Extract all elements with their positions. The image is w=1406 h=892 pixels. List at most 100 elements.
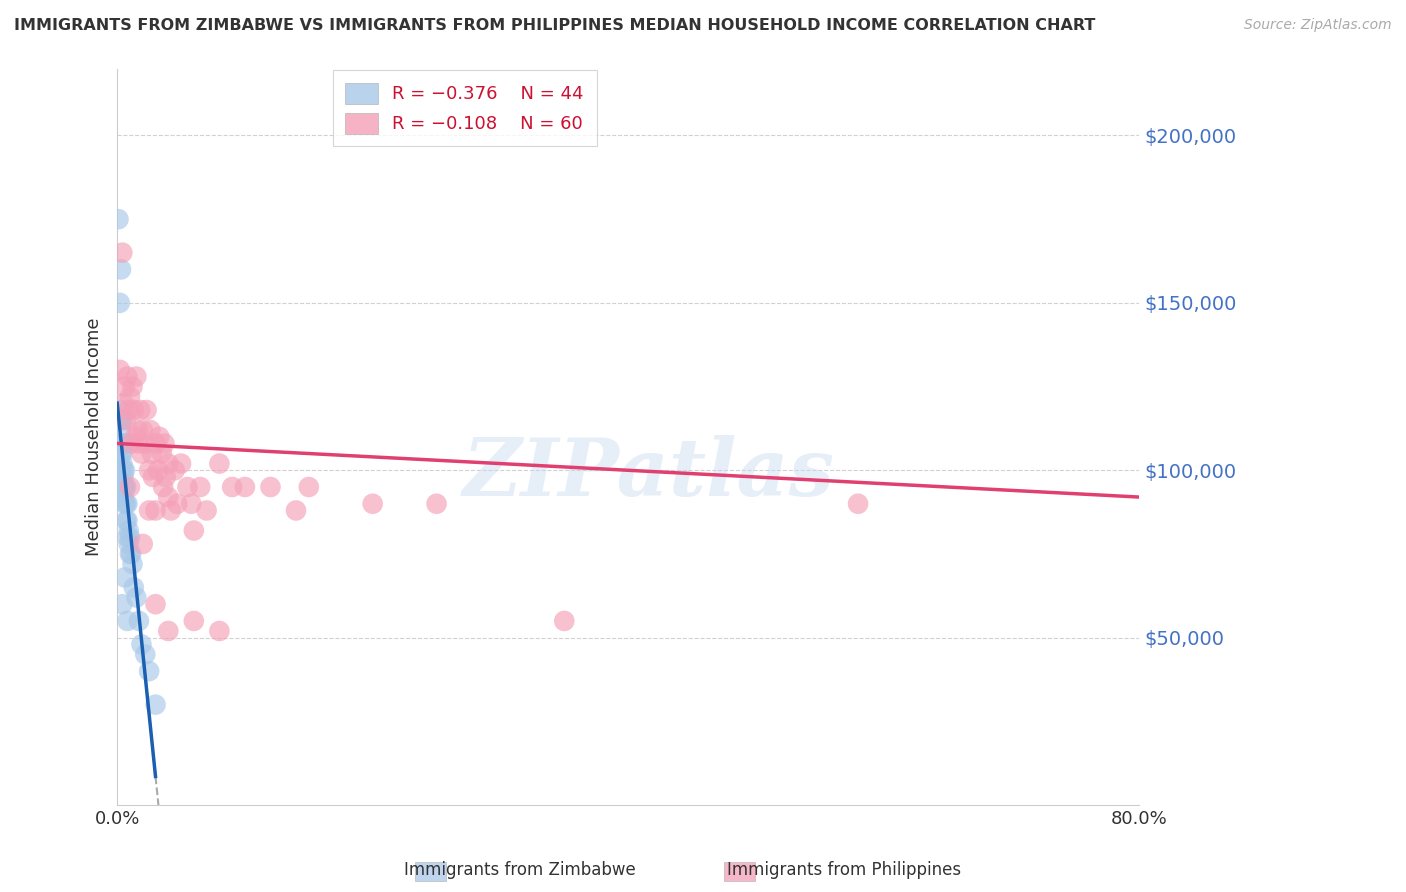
Point bbox=[180, 497, 202, 511]
Point bbox=[111, 597, 134, 611]
Text: Immigrants from Zimbabwe: Immigrants from Zimbabwe bbox=[405, 861, 636, 879]
Point bbox=[110, 463, 132, 477]
Point bbox=[132, 423, 155, 437]
Point bbox=[135, 403, 157, 417]
Point bbox=[221, 480, 243, 494]
Point bbox=[117, 614, 139, 628]
Point bbox=[131, 446, 153, 460]
Point bbox=[141, 446, 163, 460]
Point bbox=[112, 480, 135, 494]
Point bbox=[138, 664, 160, 678]
Point bbox=[108, 413, 131, 427]
Point bbox=[125, 369, 148, 384]
Point bbox=[122, 581, 145, 595]
Text: Immigrants from Philippines: Immigrants from Philippines bbox=[727, 861, 960, 879]
Point bbox=[138, 503, 160, 517]
Point bbox=[259, 480, 281, 494]
Point bbox=[114, 436, 136, 450]
Point bbox=[125, 591, 148, 605]
Point bbox=[120, 436, 142, 450]
Point bbox=[121, 379, 143, 393]
Point bbox=[114, 497, 136, 511]
Point bbox=[118, 524, 141, 538]
Point bbox=[115, 480, 138, 494]
Point bbox=[112, 490, 135, 504]
Point bbox=[110, 446, 132, 460]
Point bbox=[111, 245, 134, 260]
Point bbox=[111, 446, 134, 460]
Point bbox=[128, 614, 150, 628]
Point bbox=[132, 537, 155, 551]
Point bbox=[110, 436, 132, 450]
Point bbox=[183, 614, 205, 628]
Point bbox=[115, 413, 138, 427]
Point bbox=[118, 547, 141, 561]
Point bbox=[108, 403, 131, 417]
Point bbox=[425, 497, 447, 511]
Point bbox=[134, 648, 156, 662]
Point bbox=[166, 497, 188, 511]
Point bbox=[118, 403, 141, 417]
Point bbox=[129, 403, 152, 417]
Point bbox=[114, 463, 136, 477]
Point bbox=[122, 403, 145, 417]
Point bbox=[157, 457, 180, 471]
Point bbox=[118, 480, 141, 494]
Point bbox=[152, 480, 174, 494]
Point bbox=[114, 379, 136, 393]
Point bbox=[115, 514, 138, 528]
Point bbox=[115, 497, 138, 511]
Point bbox=[208, 457, 231, 471]
Point bbox=[142, 470, 165, 484]
Point bbox=[118, 390, 141, 404]
Point bbox=[155, 470, 177, 484]
Point bbox=[195, 503, 218, 517]
Point bbox=[145, 503, 167, 517]
Point bbox=[114, 480, 136, 494]
Point bbox=[128, 436, 150, 450]
Point bbox=[145, 436, 167, 450]
Point bbox=[176, 480, 198, 494]
Legend: R = −0.376    N = 44, R = −0.108    N = 60: R = −0.376 N = 44, R = −0.108 N = 60 bbox=[333, 70, 596, 146]
Point bbox=[114, 570, 136, 584]
Point bbox=[108, 363, 131, 377]
Point bbox=[160, 503, 183, 517]
Point bbox=[138, 463, 160, 477]
Point bbox=[139, 423, 162, 437]
Point bbox=[108, 296, 131, 310]
Point bbox=[117, 369, 139, 384]
Point bbox=[107, 212, 129, 227]
Point bbox=[112, 470, 135, 484]
Point bbox=[124, 430, 146, 444]
Point bbox=[112, 396, 135, 410]
Point bbox=[163, 463, 186, 477]
Point bbox=[148, 430, 170, 444]
Point bbox=[111, 457, 134, 471]
Point bbox=[112, 463, 135, 477]
Point bbox=[146, 463, 169, 477]
Point bbox=[111, 413, 134, 427]
Text: Source: ZipAtlas.com: Source: ZipAtlas.com bbox=[1244, 18, 1392, 32]
Point bbox=[183, 524, 205, 538]
Point bbox=[110, 262, 132, 277]
Point bbox=[145, 698, 167, 712]
Point bbox=[110, 413, 132, 427]
Text: IMMIGRANTS FROM ZIMBABWE VS IMMIGRANTS FROM PHILIPPINES MEDIAN HOUSEHOLD INCOME : IMMIGRANTS FROM ZIMBABWE VS IMMIGRANTS F… bbox=[14, 18, 1095, 33]
Point bbox=[361, 497, 384, 511]
Point bbox=[157, 490, 180, 504]
Point bbox=[111, 436, 134, 450]
Point bbox=[117, 514, 139, 528]
Point bbox=[118, 530, 141, 544]
Point bbox=[553, 614, 575, 628]
Point bbox=[145, 597, 167, 611]
Point bbox=[120, 547, 142, 561]
Point bbox=[208, 624, 231, 638]
Point bbox=[188, 480, 211, 494]
Point bbox=[117, 530, 139, 544]
Point bbox=[233, 480, 256, 494]
Text: ZIPatlas: ZIPatlas bbox=[463, 435, 835, 512]
Point bbox=[127, 423, 149, 437]
Y-axis label: Median Household Income: Median Household Income bbox=[86, 318, 103, 556]
Point bbox=[131, 637, 153, 651]
Point bbox=[298, 480, 321, 494]
